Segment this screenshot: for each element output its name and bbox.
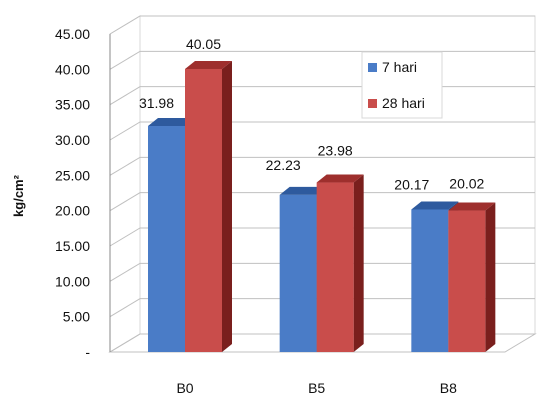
gridline [109,121,535,141]
x-tick-label: B5 [308,380,325,396]
x-axis-ticks: B0 B5 B8 [176,380,457,396]
bar-top [185,60,232,69]
data-label: 22.23 [266,157,301,173]
y-tick-label: 45.00 [55,26,90,42]
y-tick-label: 40.00 [55,61,90,77]
gridline [109,227,535,247]
legend-swatch [368,99,377,108]
y-tick-label: 10.00 [55,273,90,289]
gridline [109,333,535,353]
y-tick-label: 15.00 [55,238,90,254]
bar-b8-7-hari [411,209,449,352]
y-tick-label: 30.00 [55,132,90,148]
y-tick-label: 35.00 [55,97,90,113]
legend-swatch [368,63,377,72]
bar-b5-7-hari [279,194,317,352]
data-label: 40.05 [186,36,221,52]
gridline [109,262,535,282]
data-label: 31.98 [139,95,174,111]
bar-b0-28-hari [185,68,222,352]
bar-top [411,201,459,210]
bar-side [485,202,496,352]
gridline [109,298,535,318]
bar-top [448,202,496,211]
gridline [109,192,535,212]
y-tick-label: 20.00 [55,203,90,219]
bar-side [222,60,232,352]
legend: 7 hari 28 hari [361,51,443,119]
data-label: 23.98 [318,143,353,159]
x-tick-label: B0 [176,380,193,396]
bar-top [316,174,364,183]
x-tick-label: B8 [440,380,457,396]
y-tick-label: 25.00 [55,167,90,183]
bar-side [353,174,364,352]
legend-label: 28 hari [382,95,425,111]
gridlines [109,15,535,353]
bar-b5-28-hari [316,182,354,352]
data-label: 20.02 [449,176,484,192]
bar-top [279,186,327,195]
y-axis-label: kg/cm² [11,174,26,217]
bar-b0-7-hari [148,126,185,353]
bars [148,60,496,353]
data-label: 20.17 [394,176,429,192]
data-labels: 31.98 40.05 22.23 23.98 20.17 20.02 [139,36,485,192]
bar-top [148,118,195,127]
gridline [109,156,535,176]
y-tick-label: 5.00 [63,309,90,325]
y-tick-label: - [85,344,90,360]
gridline [109,15,535,35]
y-axis-ticks: - 5.00 10.00 15.00 20.00 25.00 30.00 35.00 40.00… [55,26,90,360]
bar-b8-28-hari [448,210,486,352]
gridline [109,50,535,70]
legend-label: 7 hari [382,59,417,75]
